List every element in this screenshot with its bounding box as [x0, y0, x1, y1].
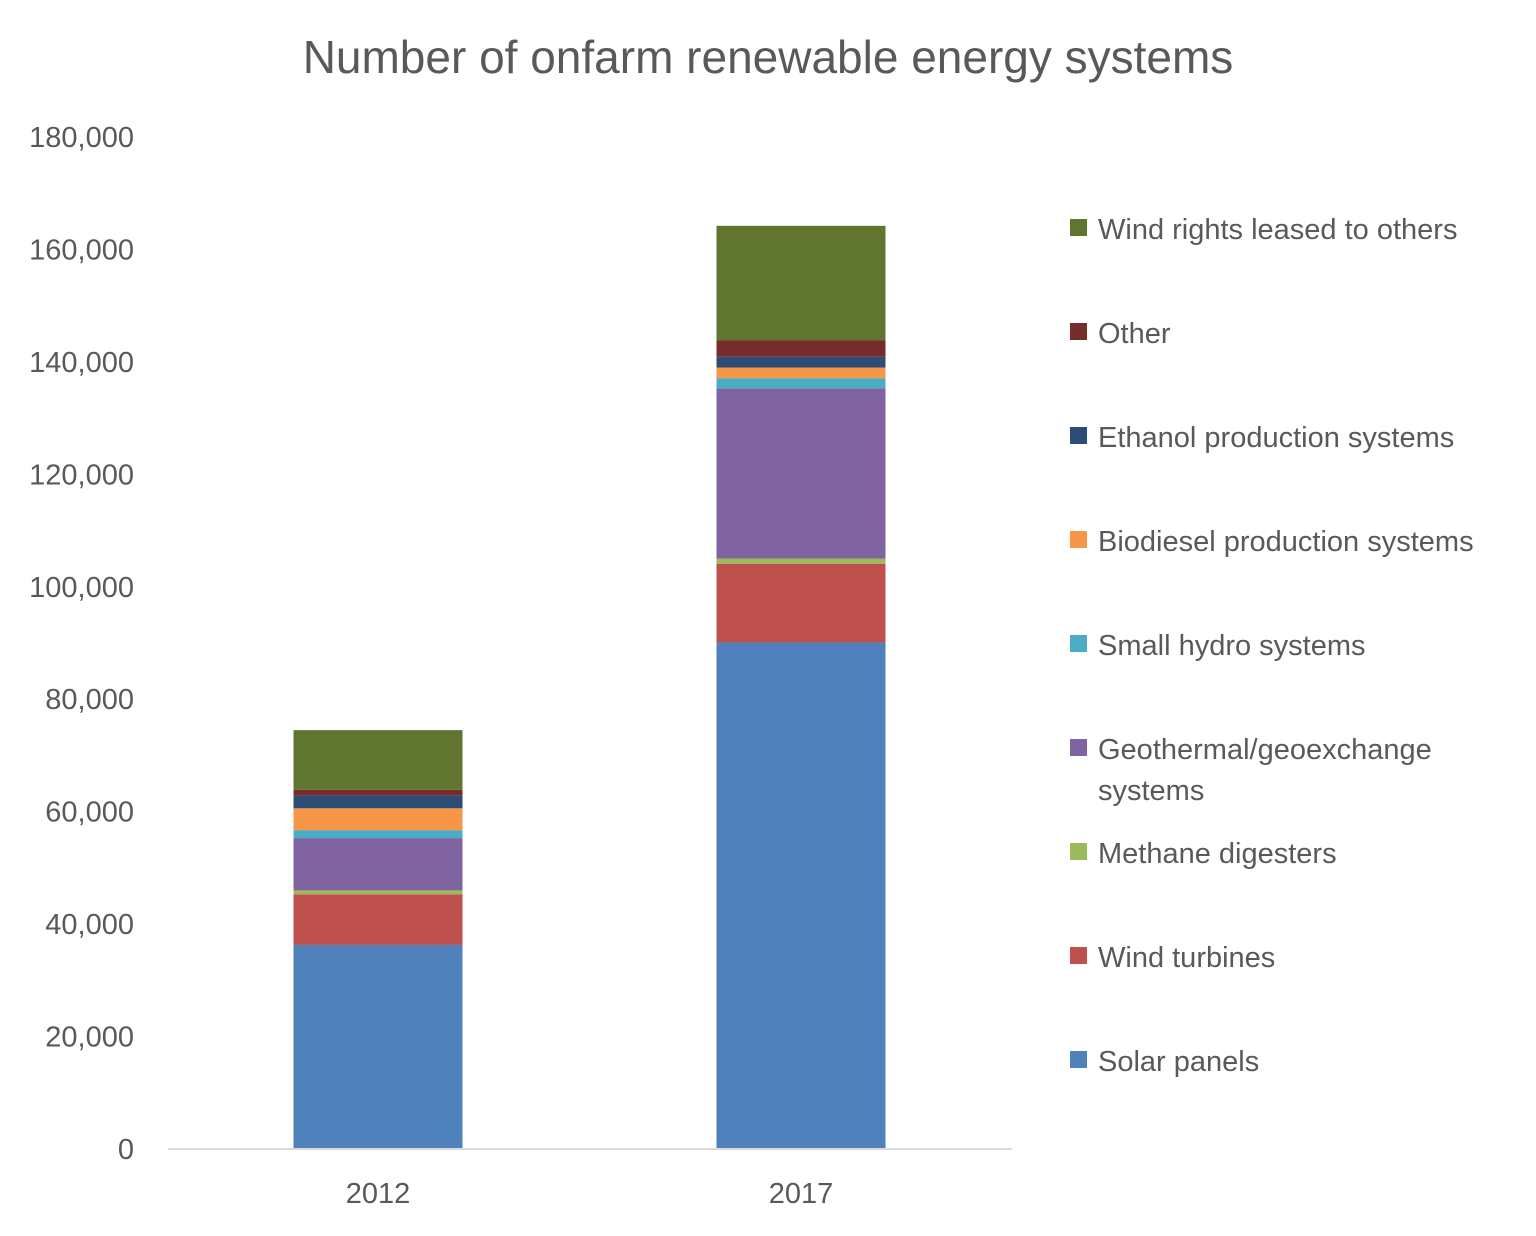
legend-swatch — [1070, 1051, 1087, 1068]
bar-segment-2012-geothermal-geoexchange-systems — [293, 838, 463, 891]
legend-label: Wind rights leased to others — [1098, 214, 1458, 246]
y-axis: 0 20,000 40,000 60,000 80,000 100,000 120,000 1… — [29, 122, 134, 1166]
legend-label: Solar panels — [1098, 1046, 1260, 1078]
bars — [293, 225, 886, 1149]
legend-item: Wind rights leased to others — [1070, 210, 1518, 251]
bar-segment-2017-biodiesel-production-systems — [716, 367, 886, 379]
bar-segment-2017-other — [716, 340, 886, 357]
legend-item: Methane digesters — [1070, 834, 1518, 875]
legend: Wind rights leased to others Other Ethanol… — [1070, 200, 1530, 1100]
bar-segment-2017-wind-rights-leased-to-others — [716, 225, 886, 341]
bar-segment-2012-biodiesel-production-systems — [293, 808, 463, 831]
legend-item: Geothermal/geoexchange systems — [1070, 730, 1518, 812]
y-tick-label: 20,000 — [45, 1022, 134, 1054]
legend-item: Biodiesel production systems — [1070, 522, 1518, 563]
legend-item: Wind turbines — [1070, 938, 1518, 979]
legend-swatch — [1070, 323, 1087, 340]
legend-swatch — [1070, 739, 1087, 756]
bar-segment-2012-ethanol-production-systems — [293, 795, 463, 809]
bar-segment-2017-solar-panels — [716, 642, 886, 1149]
legend-label: Small hydro systems — [1098, 630, 1366, 662]
bar-segment-2017-wind-turbines — [716, 563, 886, 643]
legend-label: Methane digesters — [1098, 838, 1337, 870]
x-tick-label: 2012 — [346, 1178, 411, 1210]
y-tick-label: 80,000 — [45, 684, 134, 716]
x-axis: 2012 2017 — [346, 1178, 834, 1210]
y-tick-label: 100,000 — [29, 572, 134, 604]
bar-segment-2012-other — [293, 789, 463, 796]
y-tick-label: 40,000 — [45, 909, 134, 941]
legend-item: Ethanol production systems — [1070, 418, 1518, 459]
legend-label: Other — [1098, 318, 1171, 350]
y-tick-label: 0 — [118, 1134, 134, 1166]
legend-item: Other — [1070, 314, 1518, 355]
legend-swatch — [1070, 427, 1087, 444]
legend-label: Geothermal/geoexchange systems — [1098, 734, 1432, 807]
bar-segment-2017-ethanol-production-systems — [716, 356, 886, 368]
y-tick-label: 140,000 — [29, 347, 134, 379]
legend-label: Ethanol production systems — [1098, 422, 1455, 454]
bar-segment-2017-small-hydro-systems — [716, 378, 886, 389]
legend-item: Small hydro systems — [1070, 626, 1518, 667]
legend-swatch — [1070, 531, 1087, 548]
legend-label: Wind turbines — [1098, 942, 1276, 974]
bar-segment-2012-methane-digesters — [293, 890, 463, 895]
legend-swatch — [1070, 947, 1087, 964]
bar-segment-2012-wind-rights-leased-to-others — [293, 730, 463, 790]
legend-label: Biodiesel production systems — [1098, 526, 1474, 558]
y-tick-label: 60,000 — [45, 797, 134, 829]
chart-title: Number of onfarm renewable energy system… — [302, 31, 1234, 83]
bar-segment-2017-geothermal-geoexchange-systems — [716, 388, 886, 559]
y-tick-label: 180,000 — [29, 122, 134, 154]
bar-segment-2017-methane-digesters — [716, 558, 886, 564]
x-tick-label: 2017 — [769, 1178, 834, 1210]
legend-swatch — [1070, 635, 1087, 652]
legend-swatch — [1070, 843, 1087, 860]
legend-swatch — [1070, 219, 1087, 236]
bar-segment-2012-wind-turbines — [293, 894, 463, 945]
y-tick-label: 160,000 — [29, 234, 134, 266]
legend-item: Solar panels — [1070, 1042, 1518, 1083]
bar-segment-2012-solar-panels — [293, 944, 463, 1149]
y-tick-label: 120,000 — [29, 459, 134, 491]
bar-segment-2012-small-hydro-systems — [293, 830, 463, 839]
